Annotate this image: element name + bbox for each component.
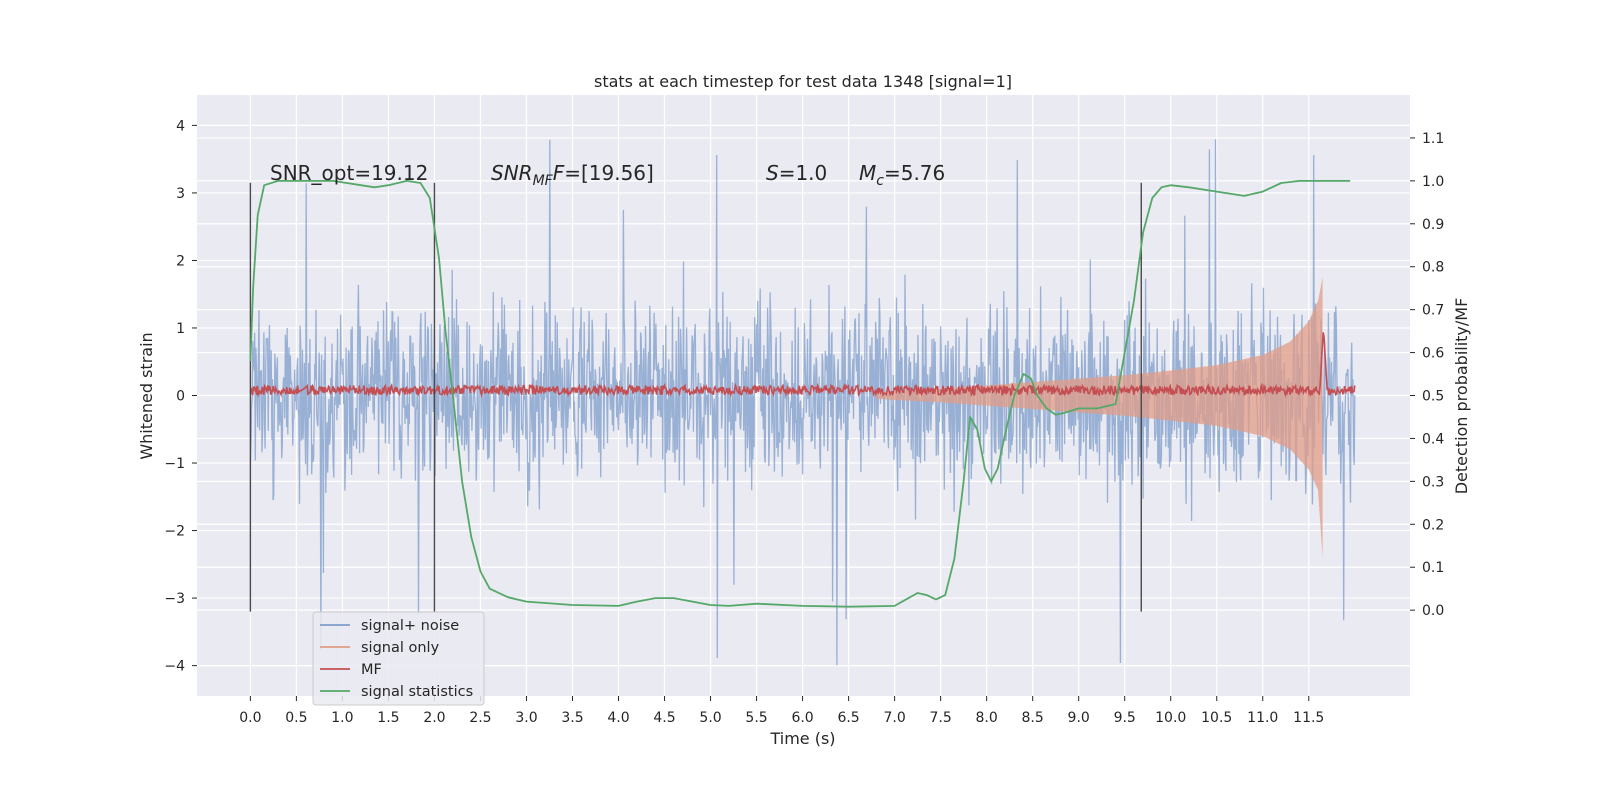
x-tick-label: 10.5 [1201,710,1232,726]
snr-mf-f: F [553,161,565,185]
snr-mf-annotation: SNRMFF=[19.56] [491,161,654,189]
legend-label-stat: signal statistics [361,684,473,700]
x-tick-label: 7.5 [929,710,951,726]
x-tick-label: 8.0 [976,710,998,726]
y-right-tick-label: 0.3 [1422,474,1444,490]
snr-opt-annotation: SNR_opt=19.12 [270,161,428,185]
legend-label-mf: MF [361,662,382,678]
mc-symbol: M [859,161,876,185]
vertical-markers [249,182,1142,612]
legend-label-noise: signal+ noise [361,618,459,634]
s-value: =1.0 [779,161,828,185]
y-right-tick-label: 0.5 [1422,389,1444,405]
x-tick-label: 7.0 [883,710,905,726]
y-tick-label: −3 [164,591,185,607]
y-right-tick-label: 1.0 [1422,174,1444,190]
x-axis-ticks: 0.0 0.5 1.0 1.5 2.0 2.5 3.0 3.5 4.0 4.5 5.0 5.5 6.0 6… [239,696,1324,726]
x-tick-label: 3.0 [515,710,537,726]
signal-statistics-series [249,180,1351,608]
mc-value: =5.76 [884,161,945,185]
mc-annotation: Mc=5.76 [859,161,945,189]
y-tick-label: 0 [176,389,185,405]
y-right-tick-label: 0.8 [1422,260,1444,276]
x-tick-label: 1.5 [377,710,399,726]
s-annotation: S=1.0 [766,161,827,185]
y-right-tick-label: 0.7 [1422,303,1444,319]
signal-only-series [876,277,1323,558]
x-tick-label: 4.5 [653,710,675,726]
y-axis-right-label: Detection probability/MF [1452,298,1471,495]
x-tick-label: 8.5 [1022,710,1044,726]
signal-envelope [876,277,1323,558]
x-tick-label: 5.5 [745,710,767,726]
y-right-tick-label: 1.1 [1422,131,1444,147]
x-tick-label: 0.0 [239,710,261,726]
x-tick-label: 6.5 [837,710,859,726]
x-tick-label: 11.5 [1293,710,1324,726]
x-tick-label: 1.0 [331,710,353,726]
legend-label-signal: signal only [361,640,440,656]
signal-statistics-line [249,180,1351,608]
y-axis-right-ticks: 1.1 1.0 0.9 0.8 0.7 0.6 0.5 0.4 0.3 0.2 0.1 0.0 [1410,131,1444,619]
x-axis-label: Time (s) [769,729,835,748]
x-tick-label: 5.0 [699,710,721,726]
legend: signal+ noise signal only MF signal stat… [312,611,485,706]
y-tick-label: 4 [176,118,185,134]
y-tick-label: −1 [164,456,185,472]
x-tick-label: 6.0 [791,710,813,726]
y-right-tick-label: 0.2 [1422,517,1444,533]
x-tick-label: 0.5 [285,710,307,726]
y-axis-label: Whitened strain [137,332,156,459]
x-tick-label: 10.0 [1155,710,1186,726]
chart-title: stats at each timestep for test data 134… [594,72,1012,91]
s-symbol: S [766,161,779,185]
y-right-tick-label: 0.4 [1422,431,1444,447]
y-tick-label: 1 [176,321,185,337]
x-tick-label: 3.5 [561,710,583,726]
y-tick-label: 3 [176,186,185,202]
x-tick-label: 2.0 [423,710,445,726]
snr-mf-value: =[19.56] [564,161,654,185]
x-tick-label: 2.5 [469,710,491,726]
legend-box [312,611,485,706]
x-tick-label: 11.0 [1247,710,1278,726]
y-tick-label: −2 [164,524,185,540]
mc-subscript: c [876,173,884,189]
y-tick-label: −4 [164,659,185,675]
x-tick-label: 9.0 [1068,710,1090,726]
y-right-tick-label: 0.0 [1422,603,1444,619]
y-tick-label: 2 [176,253,185,269]
x-tick-label: 4.0 [607,710,629,726]
y-right-tick-label: 0.6 [1422,346,1444,362]
snr-mf-subscript: MF [533,173,554,189]
y-right-tick-label: 0.1 [1422,560,1444,576]
x-tick-label: 9.5 [1114,710,1136,726]
y-axis-left-ticks: 4 3 2 1 0 −1 −2 −3 −4 [164,118,197,675]
y-right-tick-label: 0.9 [1422,217,1444,233]
annotations: SNR_opt=19.12 SNRMFF=[19.56] S=1.0 Mc=5.… [270,161,945,189]
snr-mf-symbol: SNR [491,161,533,185]
